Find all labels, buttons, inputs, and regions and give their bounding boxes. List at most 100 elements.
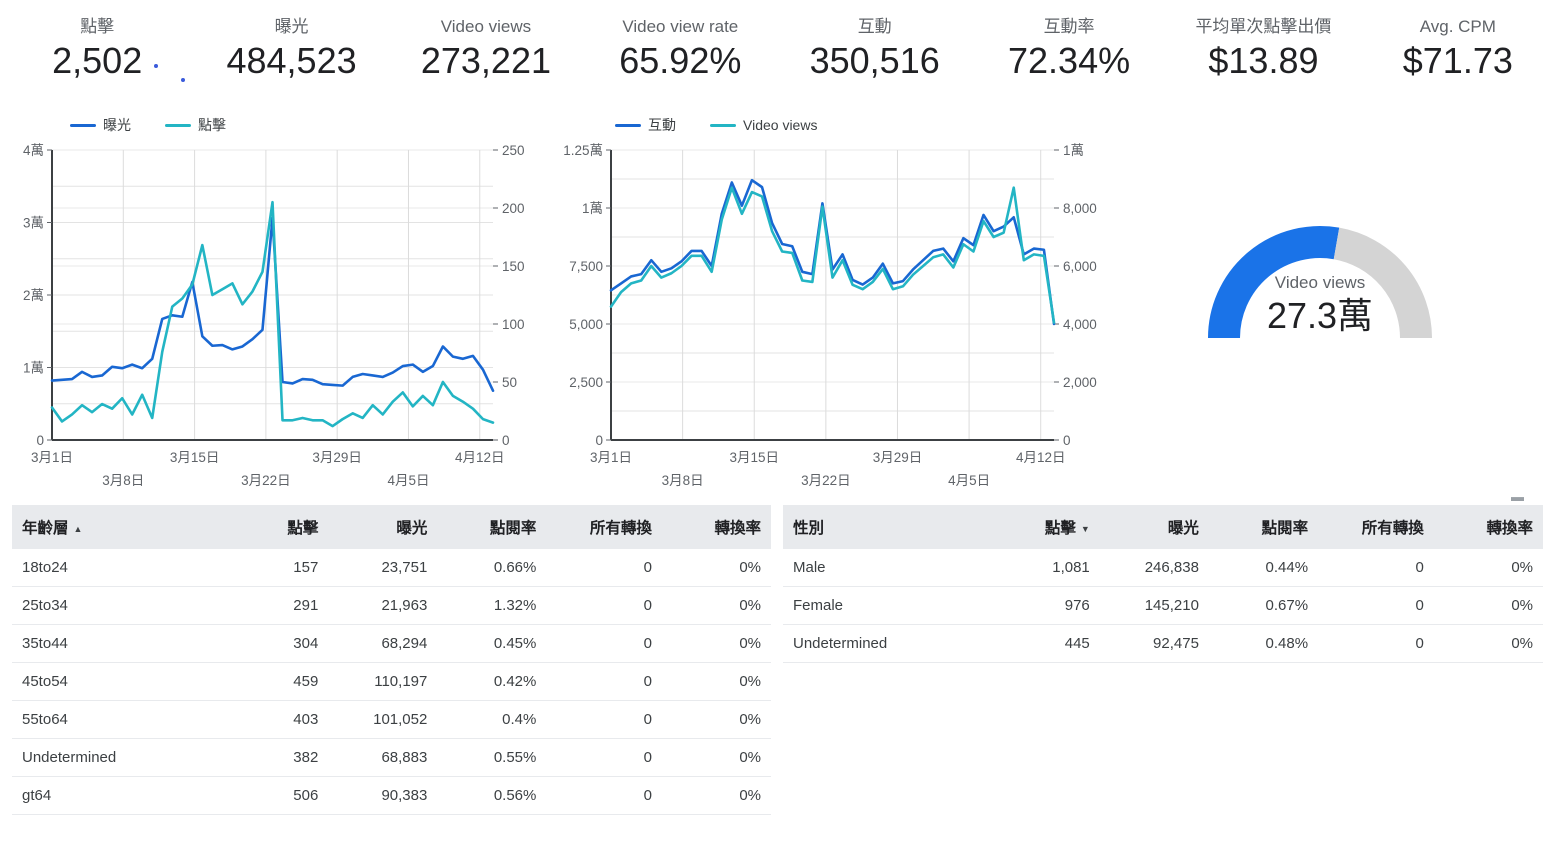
svg-text:3月8日: 3月8日	[662, 473, 704, 488]
scorecard-clicks[interactable]: 點擊 2,502	[0, 16, 194, 84]
table-cell-metric: 101,052	[328, 700, 438, 739]
table-overflow-icon[interactable]: ▬	[1511, 489, 1525, 504]
table-row[interactable]: Female 976 145,210 0.67% 0 0%	[783, 586, 1543, 625]
table-row[interactable]: Undetermined 445 92,475 0.48% 0 0%	[783, 624, 1543, 663]
col-header-clicks[interactable]: 點擊 ▼	[997, 505, 1100, 549]
table-cell-metric: 0%	[661, 700, 771, 739]
gauge-video-views[interactable]: Video views 27.3萬	[1110, 110, 1555, 505]
table-cell-metric: 0	[546, 738, 662, 777]
chart1-legend: 曝光 點擊	[0, 110, 545, 140]
table-row[interactable]: Male 1,081 246,838 0.44% 0 0%	[783, 549, 1543, 587]
age-table-wrap: 年齡層 ▲ 點擊 曝光 點閱率 所有轉換 轉換率 18to24 157 23,751 0…	[12, 505, 771, 815]
svg-text:4月5日: 4月5日	[948, 473, 990, 488]
svg-text:0: 0	[1063, 433, 1071, 448]
col-header-conversions[interactable]: 所有轉換	[546, 505, 662, 549]
table-cell-metric: 0.4%	[437, 700, 547, 739]
scorecard-label: 互動率	[1043, 17, 1095, 36]
table-cell-metric: 23,751	[328, 549, 438, 587]
col-header-gender[interactable]: 性別	[783, 505, 998, 549]
table-cell-metric: 0	[546, 662, 662, 701]
table-header-row: 年齡層 ▲ 點擊 曝光 點閱率 所有轉換 轉換率	[12, 505, 771, 549]
legend-item-clicks[interactable]: 點擊	[165, 115, 226, 135]
legend-item-impressions[interactable]: 曝光	[70, 115, 131, 135]
svg-text:100: 100	[502, 317, 525, 332]
table-cell-metric: 0.45%	[437, 624, 547, 663]
col-header-ctr[interactable]: 點閱率	[437, 505, 547, 549]
chart-engagements-videoviews[interactable]: 互動 Video views 0 2,500 5,000 7,500 1萬 1.25萬 0 2…	[545, 110, 1110, 505]
gender-table-body: Male 1,081 246,838 0.44% 0 0% Female 976 145,210…	[783, 549, 1543, 663]
svg-text:7,500: 7,500	[569, 259, 603, 274]
table-row[interactable]: 18to24 157 23,751 0.66% 0 0%	[12, 549, 771, 587]
gauge-svg: Video views 27.3萬	[1208, 226, 1432, 339]
chart1-plot: 0 1萬 2萬 3萬 4萬 0 50 100 150 200 250 3月1日 3月15日 3月29日 4月…	[0, 140, 545, 500]
scorecard-value: $71.73	[1402, 40, 1513, 81]
scorecard-video-view-rate[interactable]: Video view rate 65.92%	[583, 16, 777, 84]
svg-text:3月29日: 3月29日	[312, 450, 362, 465]
table-cell-metric: 0.48%	[1208, 624, 1319, 663]
table-cell-dimension: Female	[783, 586, 998, 625]
chart-impressions-clicks[interactable]: 曝光 點擊 0 1萬 2萬 3萬 4萬 0 50 100 150 200 250 3月1日 3月15日 3…	[0, 110, 545, 505]
legend-item-video-views[interactable]: Video views	[710, 117, 817, 133]
scorecard-label: Video view rate	[622, 17, 739, 36]
svg-text:3月22日: 3月22日	[241, 473, 291, 488]
scorecard-engagement-rate[interactable]: 互動率 72.34%	[972, 16, 1166, 84]
col-header-conv-rate[interactable]: 轉換率	[661, 505, 771, 549]
svg-text:4月5日: 4月5日	[387, 473, 429, 488]
scorecard-value: 484,523	[226, 40, 357, 81]
table-cell-metric: 68,294	[328, 624, 438, 663]
legend-swatch-icon	[70, 123, 96, 127]
table-cell-metric: 21,963	[328, 586, 438, 625]
table-cell-metric: 0.55%	[437, 738, 547, 777]
table-row[interactable]: gt64 506 90,383 0.56% 0 0%	[12, 776, 771, 815]
svg-text:200: 200	[502, 201, 525, 216]
svg-text:250: 250	[502, 143, 525, 158]
table-cell-metric: 0	[546, 700, 662, 739]
sort-desc-icon[interactable]: ▼	[1080, 523, 1090, 534]
svg-text:5,000: 5,000	[569, 317, 603, 332]
table-row[interactable]: 45to54 459 110,197 0.42% 0 0%	[12, 662, 771, 701]
gender-table[interactable]: 性別 點擊 ▼ 曝光 點閱率 所有轉換 轉換率 Male 1,081 246,838 0…	[783, 505, 1543, 663]
scorecard-value: 72.34%	[1008, 40, 1131, 81]
table-row[interactable]: Undetermined 382 68,883 0.55% 0 0%	[12, 738, 771, 777]
table-row[interactable]: 25to34 291 21,963 1.32% 0 0%	[12, 586, 771, 625]
scorecard-value: 273,221	[420, 40, 551, 81]
col-header-age[interactable]: 年齡層 ▲	[12, 505, 226, 549]
col-header-conversions[interactable]: 所有轉換	[1318, 505, 1434, 549]
scorecard-avg-cpm[interactable]: Avg. CPM $71.73	[1361, 16, 1555, 84]
table-cell-dimension: Undetermined	[12, 738, 226, 777]
legend-label: 曝光	[103, 117, 131, 133]
scorecard-label: 曝光	[274, 17, 309, 36]
svg-text:0: 0	[36, 433, 44, 448]
svg-text:3月29日: 3月29日	[873, 450, 923, 465]
scorecard-video-views[interactable]: Video views 273,221	[389, 16, 583, 84]
scorecard-value: $13.89	[1208, 40, 1319, 81]
legend-item-engagements[interactable]: 互動	[615, 115, 676, 135]
scorecard-avg-cpc[interactable]: 平均單次點擊出價 $13.89	[1166, 16, 1360, 84]
col-header-ctr[interactable]: 點閱率	[1208, 505, 1319, 549]
col-header-impressions[interactable]: 曝光	[1099, 505, 1209, 549]
table-row[interactable]: 55to64 403 101,052 0.4% 0 0%	[12, 700, 771, 739]
svg-text:1.25萬: 1.25萬	[563, 143, 603, 158]
svg-text:8,000: 8,000	[1063, 201, 1097, 216]
table-cell-dimension: 18to24	[12, 549, 226, 587]
col-header-clicks[interactable]: 點擊	[225, 505, 329, 549]
table-cell-metric: 506	[225, 776, 329, 815]
svg-text:6,000: 6,000	[1063, 259, 1097, 274]
table-cell-metric: 459	[225, 662, 329, 701]
charts-row: 曝光 點擊 0 1萬 2萬 3萬 4萬 0 50 100 150 200 250 3月1日 3月15日 3…	[0, 110, 1555, 505]
col-header-conv-rate[interactable]: 轉換率	[1433, 505, 1543, 549]
col-header-impressions[interactable]: 曝光	[328, 505, 438, 549]
age-table[interactable]: 年齡層 ▲ 點擊 曝光 點閱率 所有轉換 轉換率 18to24 157 23,751 0…	[12, 505, 771, 815]
svg-text:2,500: 2,500	[569, 375, 603, 390]
sort-asc-icon[interactable]: ▲	[73, 523, 83, 534]
svg-text:150: 150	[502, 259, 525, 274]
age-table-body: 18to24 157 23,751 0.66% 0 0% 25to34 291 21,963 1.…	[12, 549, 771, 815]
svg-text:3月1日: 3月1日	[31, 450, 73, 465]
svg-text:Video views: Video views	[1275, 273, 1365, 292]
table-cell-metric: 0.67%	[1208, 586, 1319, 625]
scorecard-impressions[interactable]: 曝光 484,523	[194, 16, 388, 84]
table-row[interactable]: 35to44 304 68,294 0.45% 0 0%	[12, 624, 771, 663]
scorecard-engagements[interactable]: 互動 350,516	[778, 16, 972, 84]
table-cell-metric: 291	[225, 586, 329, 625]
